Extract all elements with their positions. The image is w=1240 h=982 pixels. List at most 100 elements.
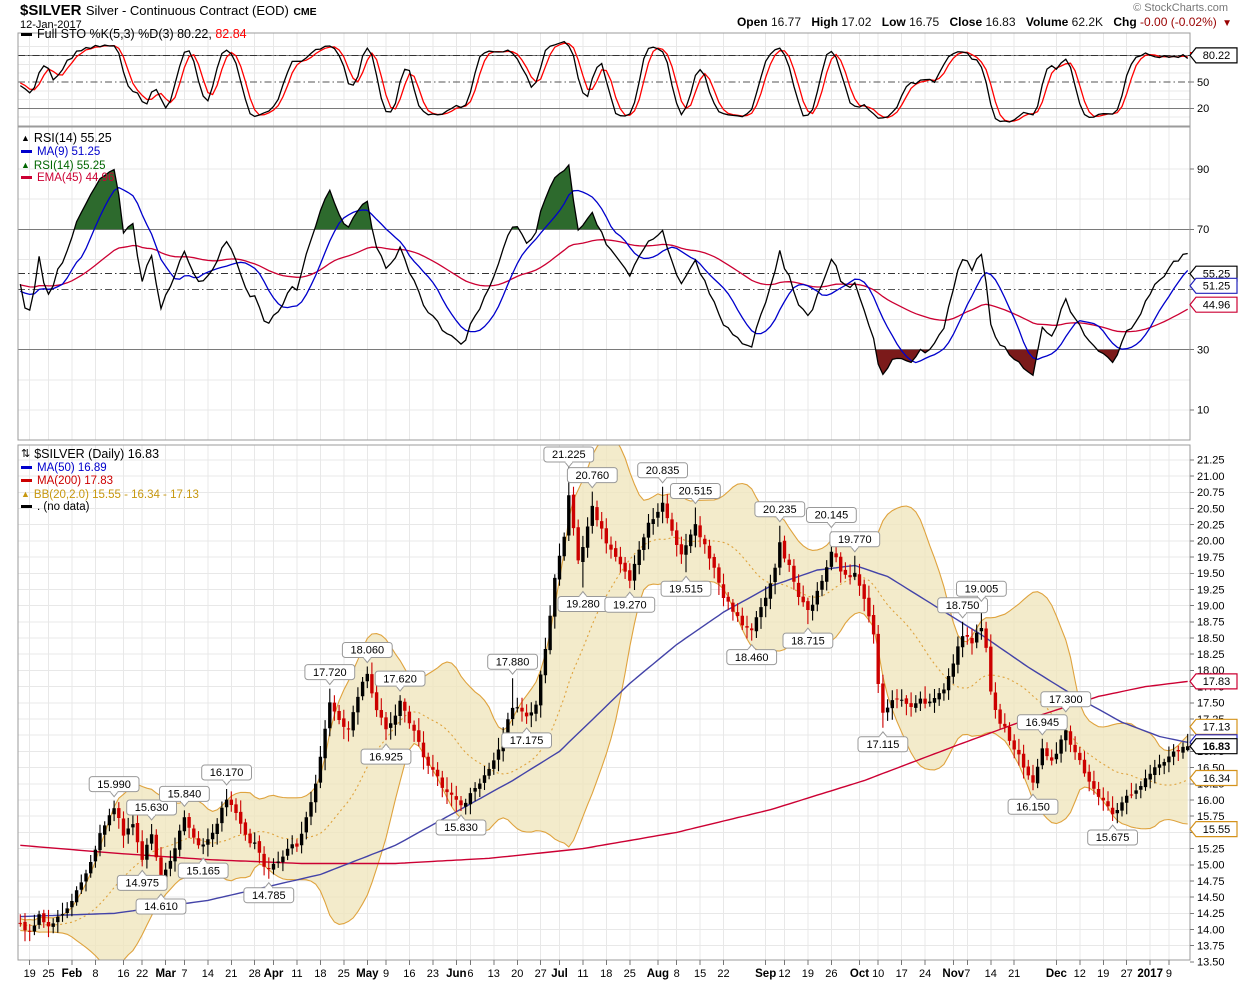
price-annotation: 18.715 (782, 627, 834, 649)
price-annotation: 20.760 (566, 467, 618, 489)
y-axis-label: 21.00 (1197, 471, 1225, 483)
price-annotation: 16.945 (1016, 714, 1068, 736)
price-annotation: 20.235 (754, 501, 806, 523)
y-axis-label: 30 (1197, 345, 1209, 357)
y-axis-label: 13.50 (1197, 957, 1225, 969)
price-annotation: 16.170 (201, 764, 252, 786)
volume-value: 62.2K (1071, 15, 1104, 29)
price-annotation: 15.990 (88, 776, 140, 798)
rsi-panel-border (17, 126, 1191, 441)
price-annotation: 17.880 (487, 653, 539, 676)
x-axis-label: 26 (825, 968, 837, 980)
price-annotation: 21.225 (543, 446, 595, 468)
svg-text:20.515: 20.515 (679, 486, 713, 498)
price-annotation: 15.165 (177, 857, 229, 879)
legend-text: RSI(14) 55.25 (33, 131, 112, 145)
x-axis-label: 9 (383, 968, 389, 980)
x-axis-label: Mar (155, 968, 176, 980)
stochastic-panel (18, 33, 1190, 126)
x-axis-label: Jun (446, 968, 466, 980)
high-value: 17.02 (841, 15, 872, 29)
line-swatch-icon (21, 505, 32, 509)
axis-badge: 15.55 (1189, 821, 1238, 838)
price-annotation: 14.975 (116, 869, 168, 891)
price-annotation: 19.515 (660, 575, 712, 597)
x-axis-label: Sep (755, 968, 776, 980)
legend-text: BB(20,2.0) 15.55 - 16.34 - 17.13 (33, 489, 199, 501)
y-axis-label: 18.75 (1197, 617, 1225, 629)
rsi-plot-area[interactable] (18, 127, 1190, 440)
legend-item: ▲ RSI(14) 55.25 (21, 159, 114, 172)
svg-text:18.060: 18.060 (350, 645, 384, 657)
svg-text:18.715: 18.715 (791, 635, 825, 647)
price-annotation: 18.750 (937, 597, 989, 619)
x-axis-label: 23 (427, 968, 439, 980)
price-annotation: 16.925 (360, 743, 412, 765)
x-axis-label: 12 (778, 968, 790, 980)
stoch-panel-border (17, 32, 1191, 127)
stoch-plot-area[interactable] (18, 33, 1190, 126)
svg-text:55.25: 55.25 (1203, 269, 1231, 281)
axis-badge: 51.25 (1189, 277, 1238, 294)
low-label: Low (881, 15, 906, 29)
volume-label: Volume (1025, 15, 1069, 29)
svg-text:14.610: 14.610 (144, 901, 178, 913)
axis-badge: 16.83 (1189, 738, 1238, 755)
price-annotation: 15.830 (435, 814, 487, 836)
x-axis-label: 10 (872, 968, 884, 980)
x-axis-label: 18 (314, 968, 326, 980)
y-axis-label: 90 (1197, 164, 1209, 176)
line-swatch-icon (21, 150, 32, 154)
price-annotation: 20.515 (670, 483, 721, 505)
svg-text:19.280: 19.280 (566, 599, 600, 611)
x-axis-label: 20 (511, 968, 523, 980)
y-axis-label: 17.50 (1197, 698, 1225, 710)
price-annotation: 19.770 (829, 531, 881, 553)
svg-text:20.145: 20.145 (815, 510, 849, 522)
x-axis-label: 25 (42, 968, 54, 980)
axis-badge: 16.34 (1189, 769, 1238, 787)
x-axis-label: May (356, 968, 379, 980)
y-axis-label: 13.75 (1197, 941, 1225, 953)
svg-text:18.460: 18.460 (735, 652, 769, 664)
axis-badge: 17.83 (1189, 673, 1238, 690)
rsi-oversold-fill (875, 349, 1120, 376)
y-axis-label: 50 (1197, 77, 1209, 89)
price-annotation: 18.460 (726, 643, 778, 666)
legend-text: EMA(45) 44.96 (37, 172, 115, 184)
svg-text:80.22: 80.22 (1203, 50, 1231, 62)
legend-item: . (no data) (21, 501, 199, 514)
exchange: CME (293, 6, 317, 18)
svg-text:20.235: 20.235 (763, 504, 797, 516)
legend-item: MA(50) 16.89 (21, 462, 199, 475)
svg-text:16.925: 16.925 (369, 751, 403, 763)
price-legend: ⇅ $SILVER (Daily) 16.83 MA(50) 16.89 MA(200… (21, 447, 199, 514)
svg-text:17.175: 17.175 (510, 735, 544, 747)
x-axis-label: 28 (249, 968, 261, 980)
rsi-panel (18, 127, 1190, 440)
axis-badge: 44.96 (1189, 296, 1238, 313)
line-swatch-icon (21, 33, 32, 37)
price-plot-area[interactable] (18, 445, 1190, 960)
price-annotation: 20.145 (806, 507, 857, 529)
price-annotation: 14.610 (135, 893, 187, 915)
y-axis-label: 20 (1197, 103, 1209, 115)
change-down-icon[interactable]: ▼ (1222, 18, 1232, 29)
stochastic-legend: Full STO %K(5,3) %D(3) 80.22, 82.84 (21, 27, 247, 42)
x-axis-label: 8 (674, 968, 680, 980)
svg-text:20.760: 20.760 (575, 470, 609, 482)
title-line: $SILVER Silver - Continuous Contract (EO… (20, 2, 317, 20)
price-annotation: 18.060 (341, 642, 393, 664)
area-icon: ▲ (21, 489, 30, 499)
legend-item: EMA(45) 44.96 (21, 172, 114, 185)
svg-text:15.55: 15.55 (1203, 824, 1231, 836)
price-annotation: 15.840 (159, 785, 210, 808)
line-swatch-icon (21, 479, 32, 483)
legend-text: Full STO %K(5,3) %D(3) (37, 27, 174, 41)
svg-text:19.270: 19.270 (613, 599, 647, 611)
x-axis-label: 7 (964, 968, 970, 980)
price-annotation: 20.835 (637, 462, 689, 484)
legend-item: ⇅ $SILVER (Daily) 16.83 (21, 447, 199, 462)
x-axis-label: 24 (919, 968, 931, 980)
